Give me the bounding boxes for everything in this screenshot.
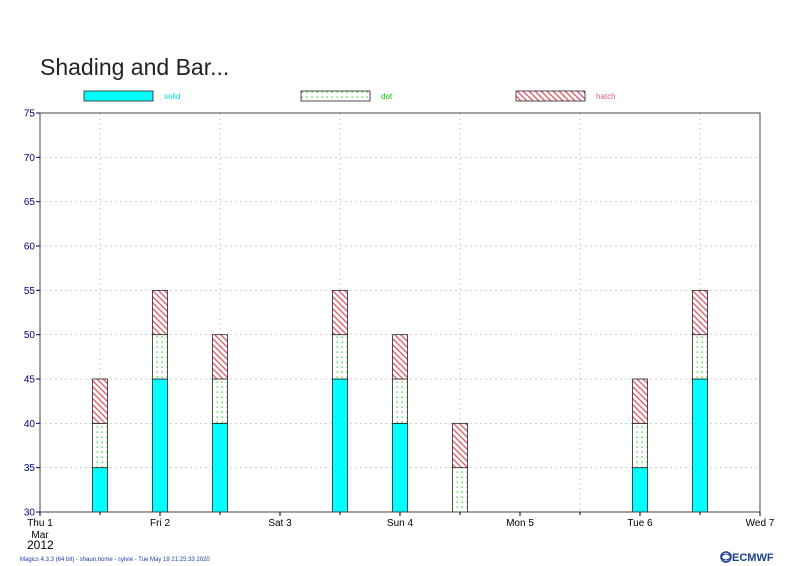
bar-hatch: [332, 289, 348, 336]
bar-hatch: [632, 378, 648, 424]
legend-swatch-dot: [300, 90, 371, 102]
bar-hatch: [452, 422, 468, 469]
x-tick-label: Sat 3: [268, 518, 292, 529]
y-tick-label: 70: [24, 153, 36, 164]
y-tick-label: 45: [24, 375, 36, 386]
y-tick-label: 35: [24, 463, 36, 474]
ecmwf-logo: ECMWF: [732, 552, 774, 564]
bar-solid: [632, 467, 648, 513]
legend-label-dot: dot: [381, 92, 393, 101]
bar-hatch: [692, 289, 708, 336]
x-tick-label: Wed 7: [746, 518, 775, 529]
y-tick-label: 50: [24, 330, 36, 341]
legend-swatch-hatch: [515, 90, 586, 102]
footer-text: Magics 4.3.3 (64 bit) - shaun.home - syl…: [20, 557, 210, 563]
bar-dot: [632, 422, 648, 469]
bar-dot: [692, 334, 708, 380]
y-tick-label: 75: [24, 109, 36, 120]
legend-label-solid: solid: [164, 92, 180, 101]
bar-hatch: [392, 334, 408, 380]
bar-hatch: [152, 289, 168, 336]
legend-label-hatch: hatch: [596, 92, 616, 101]
bars: [92, 289, 708, 513]
legend: solid dot hatch: [83, 90, 616, 102]
x-tick-label: Tue 6: [627, 518, 653, 529]
y-tick-label: 65: [24, 197, 36, 208]
bar-dot: [152, 334, 168, 380]
y-tick-label: 60: [24, 242, 36, 253]
x-axis-year: 2012: [27, 538, 54, 552]
bar-solid: [152, 378, 168, 513]
bar-solid: [92, 467, 108, 513]
bar-dot: [212, 378, 228, 424]
y-axis: 30 35 40 45 50 55 60 65 70 75: [24, 109, 40, 519]
x-tick-label: Fri 2: [150, 518, 170, 529]
bar-solid: [332, 378, 348, 513]
bar-hatch: [212, 334, 228, 380]
bar-dot: [332, 334, 348, 380]
legend-swatch-solid: [83, 90, 154, 102]
x-tick-label: Sun 4: [387, 518, 414, 529]
x-tick-month: Mar: [31, 530, 49, 541]
bar-dot: [392, 378, 408, 424]
ecmwf-logo-icon: [720, 551, 732, 563]
bar-solid: [692, 378, 708, 513]
bar-dot: [92, 422, 108, 469]
bar-solid: [392, 422, 408, 513]
x-tick-label: Thu 1: [27, 518, 53, 529]
bar-solid: [212, 422, 228, 513]
y-tick-label: 55: [24, 286, 36, 297]
bar-dot: [452, 467, 468, 513]
y-tick-label: 30: [24, 508, 36, 519]
bar-hatch: [92, 378, 108, 424]
y-tick-label: 40: [24, 419, 36, 430]
chart-title: Shading and Bar...: [40, 54, 229, 80]
x-tick-label: Mon 5: [506, 518, 534, 529]
